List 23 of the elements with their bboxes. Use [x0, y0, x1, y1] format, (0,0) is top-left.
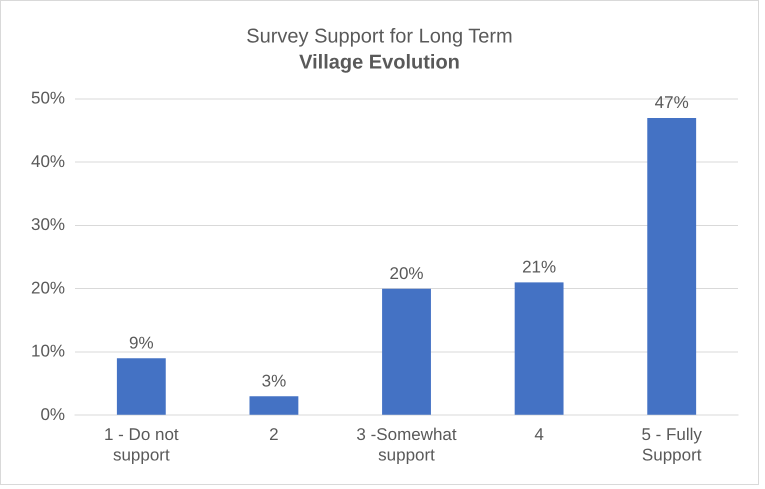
y-tick-label: 0%	[40, 404, 66, 424]
data-label: 47%	[654, 93, 689, 112]
data-label: 3%	[262, 371, 286, 390]
y-tick-label: 50%	[30, 88, 66, 108]
y-tick-label: 10%	[30, 342, 66, 361]
chart-subtitle: Village Evolution	[299, 52, 460, 74]
data-label: 20%	[389, 264, 424, 283]
x-tick-label: 5 - Fully Support	[641, 425, 702, 464]
data-label: 9%	[129, 333, 154, 352]
x-tick-label: 2	[269, 425, 279, 444]
x-tick-label: 4	[534, 425, 544, 444]
bar	[382, 288, 431, 415]
bar	[249, 396, 298, 415]
data-label: 21%	[522, 258, 556, 277]
y-tick-label: 30%	[30, 215, 66, 234]
bar	[647, 118, 696, 415]
y-tick-label: 20%	[30, 278, 66, 298]
x-tick-label: 3 -Somewhat support	[356, 425, 457, 464]
y-tick-label: 40%	[30, 152, 66, 171]
chart-title: Survey Support for Long Term	[246, 26, 513, 48]
bar	[514, 282, 564, 415]
x-tick-label: 1 - Do not support	[104, 425, 179, 464]
bar	[116, 358, 166, 415]
